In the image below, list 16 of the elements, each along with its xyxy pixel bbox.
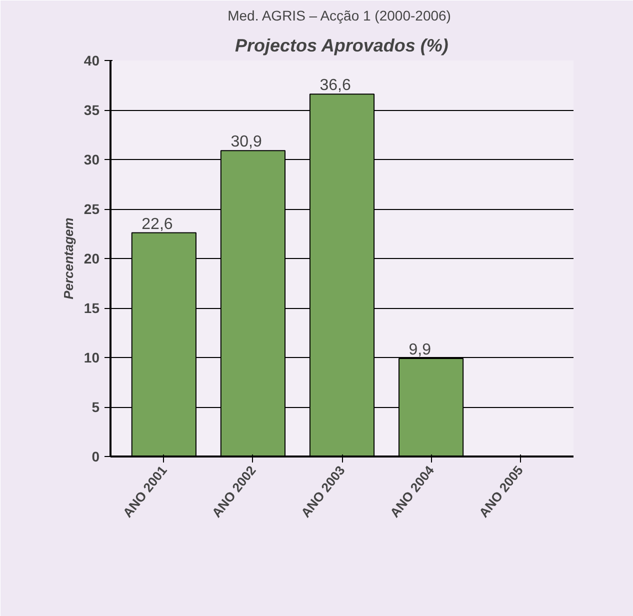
y-tick-label: 10 [84,350,100,366]
y-tick-label: 20 [84,250,100,266]
chart-subtitle: Med. AGRIS – Acção 1 (2000-2006) [228,8,451,24]
data-label: 30,9 [230,134,262,151]
data-label: 9,9 [408,341,432,358]
data-label: 22,6 [142,216,173,233]
y-axis-title: Percentagem [60,217,76,300]
y-tick-label: 5 [92,399,100,415]
y-tick-label: 30 [84,152,100,168]
y-tick-label: 40 [84,52,100,68]
data-label: 36,6 [320,77,351,94]
y-tick-label: 0 [92,448,100,464]
chart-title: Projectos Aprovados (%) [234,36,448,56]
y-tick-label: 25 [84,201,100,217]
y-tick-label: 15 [84,300,100,316]
y-tick-label: 35 [84,102,100,118]
